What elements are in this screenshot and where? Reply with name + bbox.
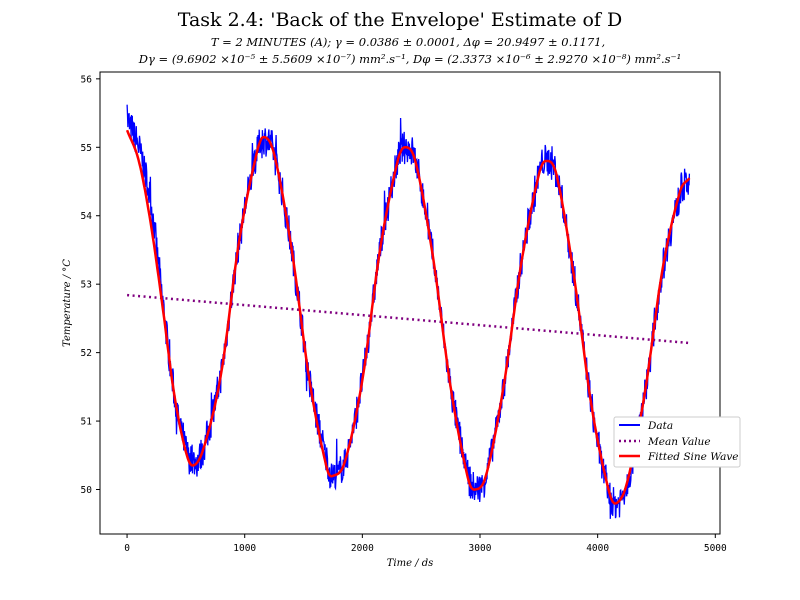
plot-frame bbox=[99, 71, 721, 535]
series-fitted-sine-line bbox=[125, 129, 691, 505]
x-tick-label: 1000 bbox=[233, 543, 256, 554]
chart-subtitle-line-1: T = 2 MINUTES (A); γ = 0.0386 ± 0.0001, … bbox=[211, 35, 605, 49]
x-tick-label: 3000 bbox=[469, 543, 492, 554]
y-tick-label: 52 bbox=[81, 348, 92, 359]
y-tick-label: 56 bbox=[81, 74, 93, 85]
legend: Data Mean Value Fitted Sine Wave bbox=[613, 416, 741, 468]
chart-subtitle-line-2: Dγ = (9.6902 ×10⁻⁵ ± 5.5609 ×10⁻⁷) mm².s… bbox=[138, 52, 681, 66]
x-tick-label: 0 bbox=[124, 543, 130, 554]
legend-box bbox=[613, 416, 741, 468]
y-axis-label: Temperature / °C bbox=[62, 259, 73, 347]
y-tick-label: 50 bbox=[81, 485, 93, 496]
x-axis-label: Time / ds bbox=[387, 558, 434, 569]
y-tick-label: 54 bbox=[81, 211, 93, 222]
y-tick-label: 51 bbox=[81, 417, 93, 428]
y-axis: 50 51 52 53 54 55 56 bbox=[81, 74, 100, 496]
legend-label-fit: Fitted Sine Wave bbox=[647, 451, 739, 463]
y-tick-label: 53 bbox=[81, 280, 92, 291]
series-layer bbox=[125, 104, 691, 519]
x-axis: 0 1000 2000 3000 4000 5000 bbox=[124, 534, 727, 554]
legend-label-data: Data bbox=[647, 420, 673, 432]
x-tick-label: 4000 bbox=[586, 543, 609, 554]
series-data-line bbox=[126, 104, 691, 519]
y-tick-label: 55 bbox=[81, 143, 92, 154]
x-tick-label: 5000 bbox=[704, 543, 727, 554]
legend-label-mean: Mean Value bbox=[647, 436, 711, 448]
chart-title: Task 2.4: 'Back of the Envelope' Estimat… bbox=[178, 9, 622, 31]
x-tick-label: 2000 bbox=[351, 543, 374, 554]
series-mean-value-line bbox=[126, 293, 690, 345]
